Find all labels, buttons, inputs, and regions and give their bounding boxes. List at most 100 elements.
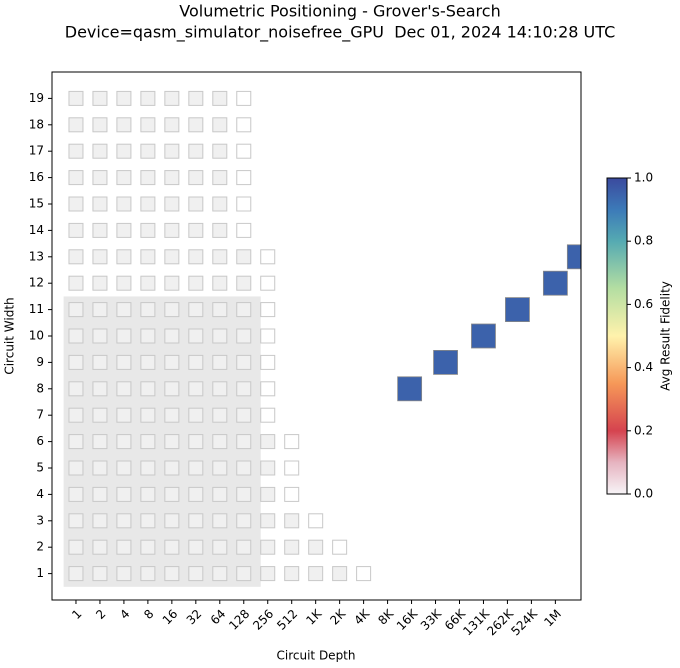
volume-cell (68, 170, 84, 186)
colorbar-tick-label: 0.2 (634, 423, 653, 437)
volume-cell (212, 117, 228, 133)
volume-cell-empty (284, 434, 300, 450)
volume-cell (92, 407, 108, 423)
colorbar-tick-label: 0.6 (634, 297, 653, 311)
volume-cell (140, 460, 156, 476)
volume-cell (164, 90, 180, 106)
volume-cell-empty (260, 328, 276, 344)
volume-cell (164, 566, 180, 582)
volume-cell (308, 566, 324, 582)
x-tick-label: 2 (93, 607, 108, 622)
volume-cell (140, 354, 156, 370)
volume-cell (212, 249, 228, 265)
x-tick-label: 64 (208, 607, 229, 628)
volume-cell (68, 143, 84, 159)
chart-title: Volumetric Positioning - Grover's-Search (179, 2, 500, 21)
volume-cell (212, 381, 228, 397)
volume-cell (212, 513, 228, 529)
volume-cell (92, 381, 108, 397)
volume-cell (212, 275, 228, 291)
volume-cell (92, 249, 108, 265)
volume-cell (236, 302, 252, 318)
volume-cell (140, 117, 156, 133)
volume-cell (188, 196, 204, 212)
volume-cell (92, 328, 108, 344)
x-tick-label: 4 (117, 607, 132, 622)
volume-cell (116, 249, 132, 265)
volume-cell (116, 407, 132, 423)
volume-cell-empty (260, 302, 276, 318)
volume-cell (260, 513, 276, 529)
volume-cell (68, 354, 84, 370)
volume-cell (92, 513, 108, 529)
volume-cell (68, 196, 84, 212)
colorbar (606, 177, 628, 495)
volume-cell (116, 302, 132, 318)
volume-cell (68, 381, 84, 397)
x-tick-label: 1 (69, 607, 84, 622)
y-tick-label: 6 (36, 434, 44, 448)
volume-cell (236, 381, 252, 397)
volume-cell-empty (284, 460, 300, 476)
y-tick-label: 7 (36, 408, 44, 422)
volume-cell (116, 486, 132, 502)
volume-cell (92, 170, 108, 186)
fidelity-square (397, 376, 423, 402)
volume-cell-empty (236, 222, 252, 238)
volume-cell (116, 460, 132, 476)
volume-cell (236, 513, 252, 529)
volume-cell (68, 302, 84, 318)
volume-cell-empty (260, 275, 276, 291)
volume-cell (212, 170, 228, 186)
x-tick-label: 512 (274, 607, 300, 633)
volume-cell (140, 249, 156, 265)
volume-cell (68, 249, 84, 265)
x-tick-label: 1K (303, 606, 325, 628)
volume-cell (212, 90, 228, 106)
x-tick-label: 2K (327, 606, 349, 628)
volume-cell (68, 275, 84, 291)
volume-cell (116, 354, 132, 370)
volume-cell (212, 539, 228, 555)
volume-cell (68, 566, 84, 582)
volume-cell (92, 539, 108, 555)
volume-cell (140, 566, 156, 582)
volume-cell (188, 381, 204, 397)
volume-cell (140, 328, 156, 344)
volume-cell (236, 566, 252, 582)
volume-cell (188, 90, 204, 106)
volume-cell (236, 328, 252, 344)
volume-cell (140, 90, 156, 106)
volume-cell (92, 566, 108, 582)
volume-cell (140, 486, 156, 502)
volume-cell (116, 90, 132, 106)
volume-cell (260, 460, 276, 476)
volume-cell (212, 434, 228, 450)
volume-cell (140, 407, 156, 423)
volume-cell (188, 328, 204, 344)
volume-cell (68, 434, 84, 450)
volume-cell (140, 275, 156, 291)
volume-cell-empty (236, 90, 252, 106)
volume-cell (116, 381, 132, 397)
fidelity-square (505, 297, 530, 323)
volume-cell (68, 486, 84, 502)
volume-cell (116, 513, 132, 529)
volume-cell-empty (356, 566, 372, 582)
volume-cell (308, 539, 324, 555)
volume-cell (164, 513, 180, 529)
volume-cell (188, 117, 204, 133)
y-tick-label: 8 (36, 381, 44, 395)
x-tick-label: 524K (508, 606, 540, 638)
volume-cell (116, 434, 132, 450)
colorbar-tick-label: 0.8 (634, 234, 653, 248)
volume-cell (212, 460, 228, 476)
volume-cell (164, 407, 180, 423)
x-tick-label: 8 (141, 607, 156, 622)
volume-cell (92, 90, 108, 106)
y-tick-label: 15 (29, 197, 44, 211)
volume-cell (92, 460, 108, 476)
volume-cell (260, 566, 276, 582)
x-tick-label: 131K (460, 606, 492, 638)
